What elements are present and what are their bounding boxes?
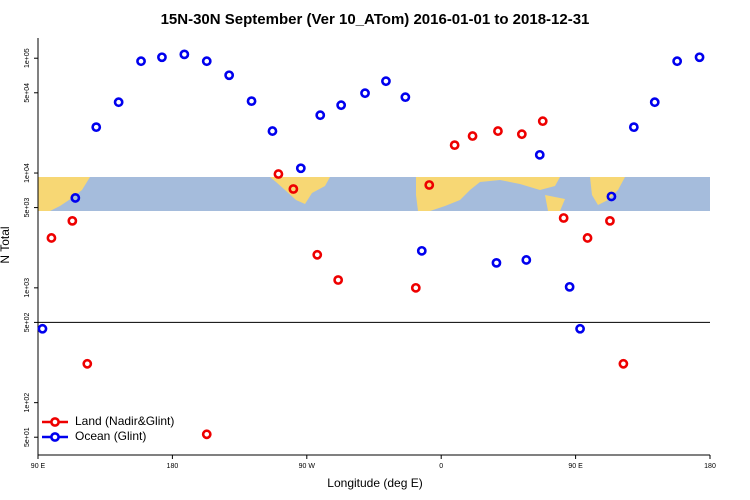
point [534,149,545,160]
point [400,92,411,103]
point [381,76,391,87]
y-tick-label: 1e+04 [24,163,31,183]
y-tick-label: 1e+05 [24,48,31,68]
point [246,96,257,107]
point [558,213,569,223]
point [136,56,146,67]
map-strip [38,177,710,211]
point [179,49,190,60]
point [672,56,683,67]
point [336,100,347,111]
point [70,193,81,203]
map-land [38,177,90,211]
point [333,275,344,285]
x-tick-label: 180 [704,463,716,470]
point [564,281,575,292]
point [516,129,527,140]
point [694,52,705,63]
x-tick-label: 90 E [568,463,583,470]
map-land [545,195,565,211]
point [606,191,617,202]
point [315,110,326,121]
point [575,323,585,334]
y-tick-label: 5e+03 [24,198,31,218]
point [416,245,427,256]
legend-marker [50,417,60,427]
point [410,282,421,293]
legend-marker [50,432,60,442]
y-tick-label: 1e+03 [24,278,31,298]
x-tick-label: 90 W [299,463,316,470]
map-land [416,177,560,211]
point [424,180,435,190]
point [201,429,212,440]
point [360,88,370,99]
point [582,233,593,243]
point [467,131,478,141]
map-land [590,177,625,205]
point [46,233,57,243]
point [537,116,548,127]
point [267,126,278,136]
x-tick-label: 90 E [31,463,46,470]
point [67,215,78,226]
point [628,122,639,133]
point [618,358,629,369]
y-tick-label: 5e+01 [24,427,31,447]
point [201,56,212,67]
point [521,255,532,265]
point [113,97,124,108]
map-land [270,177,330,204]
legend-label: Ocean (Glint) [75,429,146,443]
point [91,122,102,133]
point [449,140,460,151]
y-tick-label: 5e+04 [24,83,31,103]
point [312,249,323,260]
y-tick-label: 1e+02 [24,393,31,413]
point [82,358,93,369]
x-tick-label: 180 [167,463,179,470]
point [157,52,167,63]
point [649,97,660,108]
y-axis-label: N Total [0,226,12,263]
point [493,126,503,136]
point [295,163,306,174]
point [224,70,235,81]
point [491,257,502,268]
x-axis-label: Longitude (deg E) [327,476,422,490]
point [605,215,615,226]
point [37,323,48,334]
chart-title: 15N-30N September (Ver 10_ATom) 2016-01-… [161,11,590,28]
y-tick-label: 5e+02 [24,312,31,332]
legend-label: Land (Nadir&Glint) [75,414,174,428]
x-tick-label: 0 [439,463,443,470]
point [273,169,284,179]
point [288,184,299,194]
